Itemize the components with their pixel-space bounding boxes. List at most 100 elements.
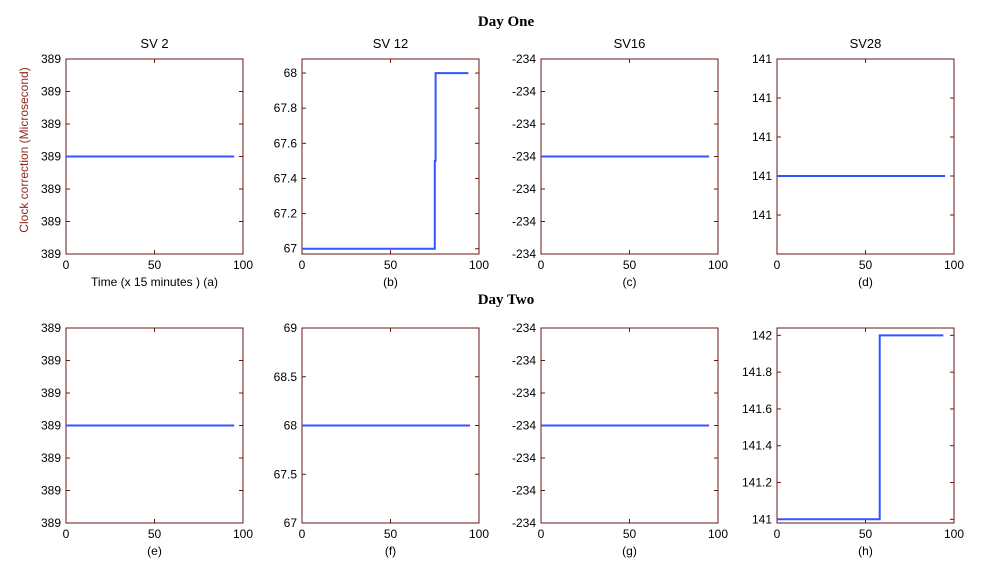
- panel-caption: (c): [623, 275, 637, 289]
- x-tick-label: 100: [708, 258, 728, 272]
- y-tick-label: 141: [752, 52, 772, 66]
- chart-panel: 67 67.5 68 68.5 69 0 50 100 (f): [274, 321, 490, 558]
- x-tick-label: 0: [774, 258, 781, 272]
- x-tick-label: 100: [233, 527, 253, 541]
- y-tick-label: 141.8: [742, 365, 772, 379]
- y-tick-label: -234: [512, 52, 536, 66]
- row-title-day-one: Day One: [478, 14, 535, 30]
- series-line: [777, 334, 944, 521]
- plot-frame: [776, 327, 955, 524]
- y-axis-label: Clock correction (Microsecond): [17, 67, 31, 232]
- y-tick-label: 67.6: [274, 136, 298, 150]
- panel-caption: (b): [383, 275, 398, 289]
- panel-title: SV16: [614, 36, 646, 51]
- plot-frame: [301, 58, 480, 255]
- y-tick-label: 141: [752, 91, 772, 105]
- y-tick-label: -234: [512, 215, 536, 229]
- x-tick-label: 0: [299, 258, 306, 272]
- y-tick-label: 141.6: [742, 402, 772, 416]
- y-tick-label: 389: [41, 386, 61, 400]
- x-tick-label: 100: [469, 258, 489, 272]
- y-tick-label: 67.4: [274, 171, 298, 185]
- chart-panel: 141 141.2 141.4 141.6 141.8 142 0 50 100 (h): [742, 327, 964, 558]
- y-tick-label: -234: [512, 150, 536, 164]
- y-tick-label: 68: [284, 419, 298, 433]
- x-tick-label: 100: [944, 258, 964, 272]
- y-tick-label: -234: [512, 247, 536, 261]
- y-tick-label: 141: [752, 512, 772, 526]
- y-tick-label: -234: [512, 516, 536, 530]
- y-tick-label: 389: [41, 52, 61, 66]
- y-tick-label: 141.2: [742, 476, 772, 490]
- panel-title: SV28: [850, 36, 882, 51]
- y-tick-label: 67.8: [274, 101, 298, 115]
- x-tick-label: 100: [469, 527, 489, 541]
- y-tick-label: -234: [512, 386, 536, 400]
- y-tick-label: 389: [41, 484, 61, 498]
- y-tick-label: 141: [752, 169, 772, 183]
- panel-title: SV 2: [140, 36, 168, 51]
- y-tick-label: 389: [41, 215, 61, 229]
- y-tick-label: 68.5: [274, 370, 298, 384]
- chart-panel: SV 12 67 67.2 67.4 67.6 67.8 68 0 50 100 (b): [274, 36, 490, 289]
- y-tick-label: 141.4: [742, 439, 772, 453]
- chart-panel: SV28 141 141 141 141 141 0 50 100 (d): [752, 36, 964, 289]
- y-tick-label: 389: [41, 516, 61, 530]
- y-tick-label: 67: [284, 516, 298, 530]
- x-tick-label: 0: [299, 527, 306, 541]
- y-tick-label: -234: [512, 85, 536, 99]
- y-tick-label: 389: [41, 117, 61, 131]
- panel-caption: (d): [858, 275, 873, 289]
- y-tick-label: 69: [284, 321, 298, 335]
- x-tick-label: 100: [708, 527, 728, 541]
- y-tick-label: 68: [284, 66, 298, 80]
- y-tick-label: 389: [41, 451, 61, 465]
- panel-caption: (h): [858, 544, 873, 558]
- x-tick-label: 0: [538, 258, 545, 272]
- x-tick-label: 0: [538, 527, 545, 541]
- x-tick-label: 50: [859, 258, 873, 272]
- x-tick-label: 50: [859, 527, 873, 541]
- y-tick-label: 389: [41, 321, 61, 335]
- y-tick-label: -234: [512, 182, 536, 196]
- y-tick-label: 141: [752, 208, 772, 222]
- y-tick-label: 389: [41, 85, 61, 99]
- y-tick-label: 141: [752, 130, 772, 144]
- y-tick-label: -234: [512, 419, 536, 433]
- x-tick-label: 50: [148, 258, 162, 272]
- x-tick-label: 100: [944, 527, 964, 541]
- x-tick-label: 50: [623, 258, 637, 272]
- x-tick-label: 50: [384, 258, 398, 272]
- y-tick-label: 389: [41, 247, 61, 261]
- panel-caption: (f): [385, 544, 396, 558]
- y-tick-label: 67.2: [274, 207, 298, 221]
- y-tick-label: 67: [284, 242, 298, 256]
- y-tick-label: -234: [512, 451, 536, 465]
- panel-caption: Time (x 15 minutes ) (a): [91, 275, 218, 289]
- row-title-day-two: Day Two: [478, 292, 535, 308]
- series-line: [302, 72, 469, 250]
- y-tick-label: 389: [41, 419, 61, 433]
- plot-frame: [776, 58, 955, 255]
- x-tick-label: 50: [148, 527, 162, 541]
- y-tick-label: 142: [752, 328, 772, 342]
- x-tick-label: 0: [63, 527, 70, 541]
- x-tick-label: 50: [623, 527, 637, 541]
- y-tick-label: 389: [41, 150, 61, 164]
- y-tick-label: -234: [512, 484, 536, 498]
- x-tick-label: 0: [774, 527, 781, 541]
- y-tick-label: -234: [512, 354, 536, 368]
- x-tick-label: 100: [233, 258, 253, 272]
- x-tick-label: 50: [384, 527, 398, 541]
- y-tick-label: -234: [512, 321, 536, 335]
- x-tick-label: 0: [63, 258, 70, 272]
- panel-caption: (e): [147, 544, 162, 558]
- y-tick-label: -234: [512, 117, 536, 131]
- panel-caption: (g): [622, 544, 637, 558]
- y-tick-label: 389: [41, 354, 61, 368]
